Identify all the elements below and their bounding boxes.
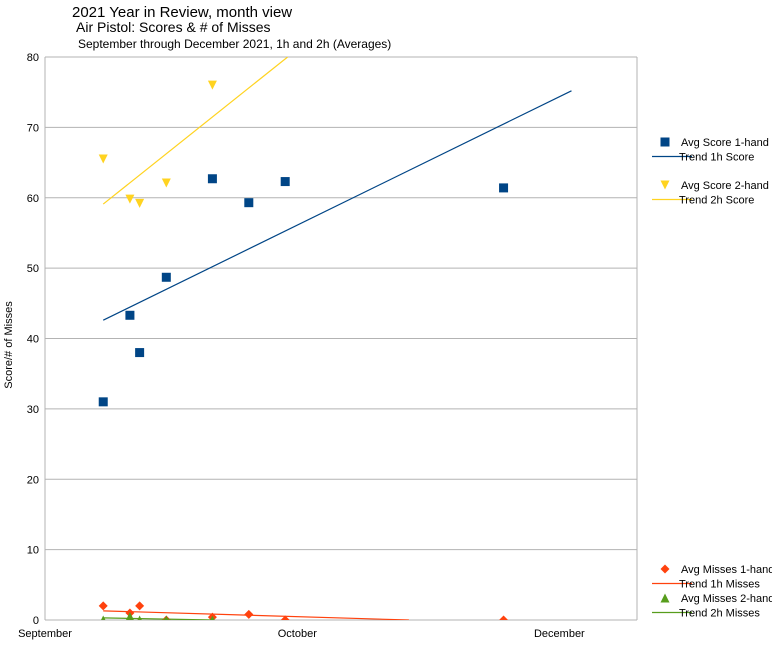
y-tick-label: 10 xyxy=(27,545,39,557)
avg-score-1-hand-point xyxy=(135,348,145,358)
legend-swatch-avg-misses-1-hand xyxy=(660,564,670,574)
legend-label-trend-2h-score: Trend 2h Score xyxy=(679,195,754,207)
y-tick-label: 20 xyxy=(27,474,39,486)
x-tick-label: December xyxy=(534,628,585,640)
legend-swatch-avg-score-2-hand xyxy=(660,180,670,190)
trend-1h-misses-line xyxy=(103,610,409,620)
y-tick-label: 80 xyxy=(27,52,39,64)
legend-swatch-avg-misses-2-hand xyxy=(660,593,670,603)
avg-score-2-hand-point xyxy=(125,194,135,204)
avg-score-2-hand-point xyxy=(161,178,171,188)
trend-2h-misses-line xyxy=(103,617,213,620)
x-tick-label: October xyxy=(278,628,317,640)
legend-swatch-avg-score-1-hand xyxy=(660,137,670,147)
avg-misses-1-hand-point xyxy=(280,615,290,620)
y-tick-label: 40 xyxy=(27,334,39,346)
chart-title-secondary: Air Pistol: Scores & # of Misses xyxy=(76,19,271,35)
avg-score-1-hand-point xyxy=(98,397,108,407)
legend-label-avg-misses-1-hand: Avg Misses 1-hand xyxy=(681,564,772,576)
chart-subtitle: September through December 2021, 1h and … xyxy=(78,37,392,51)
y-tick-label: 30 xyxy=(27,404,39,416)
avg-misses-1-hand-point xyxy=(499,615,509,620)
y-tick-label: 0 xyxy=(33,615,39,627)
trend-2h-score-line xyxy=(102,57,288,205)
avg-misses-1-hand-point xyxy=(244,609,254,619)
legend-label-trend-1h-score: Trend 1h Score xyxy=(679,152,754,164)
axes: 0 10 20 30 40 50 60 70 80 September October Decembe… xyxy=(18,52,638,640)
avg-score-1-hand-point xyxy=(244,198,254,208)
legend-label-trend-2h-misses: Trend 2h Misses xyxy=(679,608,760,620)
avg-misses-1-hand-point xyxy=(135,601,145,611)
avg-score-1-hand-point xyxy=(125,310,135,320)
legend-label-trend-1h-misses: Trend 1h Misses xyxy=(679,579,760,591)
avg-misses-2-hand-point xyxy=(100,615,106,620)
chart-title: 2021 Year in Review, month view xyxy=(72,4,293,21)
avg-score-2-hand-point xyxy=(135,198,145,208)
x-tick-label: September xyxy=(18,628,72,640)
y-tick-label: 60 xyxy=(27,193,39,205)
avg-misses-2-hand-point xyxy=(210,615,215,620)
avg-misses-1-hand-point xyxy=(98,601,108,611)
legend-label-avg-score-1-hand: Avg Score 1-hand xyxy=(681,137,769,149)
legend-label-avg-misses-2-hand: Avg Misses 2-hand xyxy=(681,593,772,605)
y-tick-label: 70 xyxy=(27,122,39,134)
avg-score-1-hand-point xyxy=(161,272,171,282)
avg-score-1-hand-point xyxy=(280,177,290,187)
avg-score-2-hand-point xyxy=(207,80,217,90)
y-axis-label: Score/# of Misses xyxy=(3,301,15,389)
legend: Avg Score 1-hand Trend 1h Score Avg Score … xyxy=(652,137,772,620)
avg-score-1-hand-point xyxy=(207,174,217,184)
gridlines xyxy=(45,56,637,621)
plot-area-series xyxy=(98,57,572,620)
avg-score-1-hand-point xyxy=(499,183,509,193)
y-tick-label: 50 xyxy=(27,263,39,275)
avg-score-2-hand-point xyxy=(98,154,108,164)
legend-label-avg-score-2-hand: Avg Score 2-hand xyxy=(681,180,769,192)
trend-1h-score-line xyxy=(102,90,572,321)
